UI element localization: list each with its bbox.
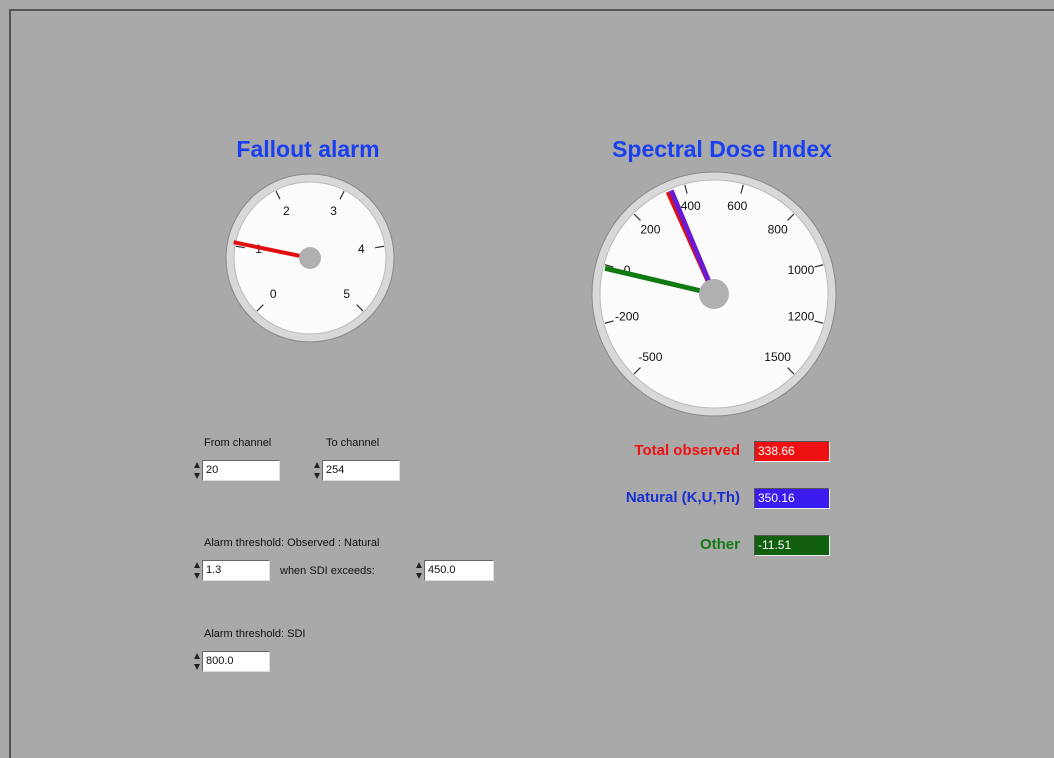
from-channel-input[interactable]: 20	[202, 460, 280, 481]
gauge-tick	[339, 190, 345, 200]
gauge-needle	[233, 240, 311, 260]
panel-frame	[9, 9, 1054, 758]
gauge-tick	[235, 245, 245, 249]
gauge-tick	[356, 304, 364, 312]
field-label: Alarm threshold: SDI	[204, 628, 306, 640]
readout-value: -11.51	[754, 535, 830, 556]
spinner[interactable]	[194, 651, 200, 672]
gauge-needle	[604, 265, 715, 297]
readout-label: Natural (K,U,Th)	[625, 489, 740, 506]
gauge-tick-label: -200	[615, 309, 639, 323]
gauge-tick-label: 1200	[788, 309, 815, 323]
gauge-tick-label: 5	[343, 287, 350, 301]
gauge-tick-label: 4	[358, 242, 365, 256]
gauge-tick	[633, 213, 641, 221]
gauge-tick	[633, 367, 641, 375]
sdi-gauge: -500 -200 0 200 400 600 800 1000 1200 1500	[591, 171, 837, 417]
gauge-tick	[604, 320, 614, 324]
gauge-hub	[299, 247, 321, 269]
gauge-tick-label: 3	[330, 204, 337, 218]
spinner[interactable]	[416, 560, 422, 581]
gauge-tick-label: 400	[681, 199, 701, 213]
gauge-tick	[256, 304, 264, 312]
ratio-threshold-input[interactable]: 1.3	[202, 560, 270, 581]
gauge-tick	[684, 184, 688, 194]
gauge-tick	[604, 264, 614, 268]
fallout-gauge: 012345	[225, 173, 395, 343]
spinner[interactable]	[314, 460, 320, 481]
gauge-tick-label: 0	[624, 263, 631, 277]
spinner[interactable]	[194, 560, 200, 581]
gauge-tick	[787, 213, 795, 221]
gauge-tick-label: 200	[640, 223, 660, 237]
readout-label: Other	[699, 536, 740, 553]
gauge-tick	[814, 264, 824, 268]
gauge-tick	[814, 320, 824, 324]
gauge-needle	[668, 189, 717, 295]
readout-value: 350.16	[754, 488, 830, 509]
field-label: when SDI exceeds:	[280, 565, 375, 577]
gauge-title: Spectral Dose Index	[612, 136, 832, 162]
gauge-tick-label: 1000	[788, 263, 815, 277]
field-label: To channel	[326, 437, 380, 449]
field-label: From channel	[204, 437, 272, 449]
gauge-tick	[375, 245, 385, 249]
sdi-threshold-input[interactable]: 800.0	[202, 651, 270, 672]
gauge-title: Fallout alarm	[236, 136, 380, 162]
gauge-tick-label: -500	[638, 350, 662, 364]
gauge-tick-label: 1500	[764, 350, 791, 364]
gauge-tick	[787, 367, 795, 375]
readout-label: Total observed	[634, 442, 740, 459]
readout-value: 338.66	[754, 441, 830, 462]
gauge-tick-label: 600	[727, 199, 747, 213]
sdi-condition-input[interactable]: 450.0	[424, 560, 494, 581]
spinner[interactable]	[194, 460, 200, 481]
gauge-hub	[699, 279, 729, 309]
gauge-tick	[740, 184, 744, 194]
to-channel-input[interactable]: 254	[322, 460, 400, 481]
gauge-tick-label: 800	[768, 223, 788, 237]
gauge-tick-label: 0	[270, 287, 277, 301]
gauge-tick-label: 2	[283, 204, 290, 218]
field-label: Alarm threshold: Observed : Natural	[204, 537, 380, 549]
gauge-tick	[275, 190, 281, 200]
